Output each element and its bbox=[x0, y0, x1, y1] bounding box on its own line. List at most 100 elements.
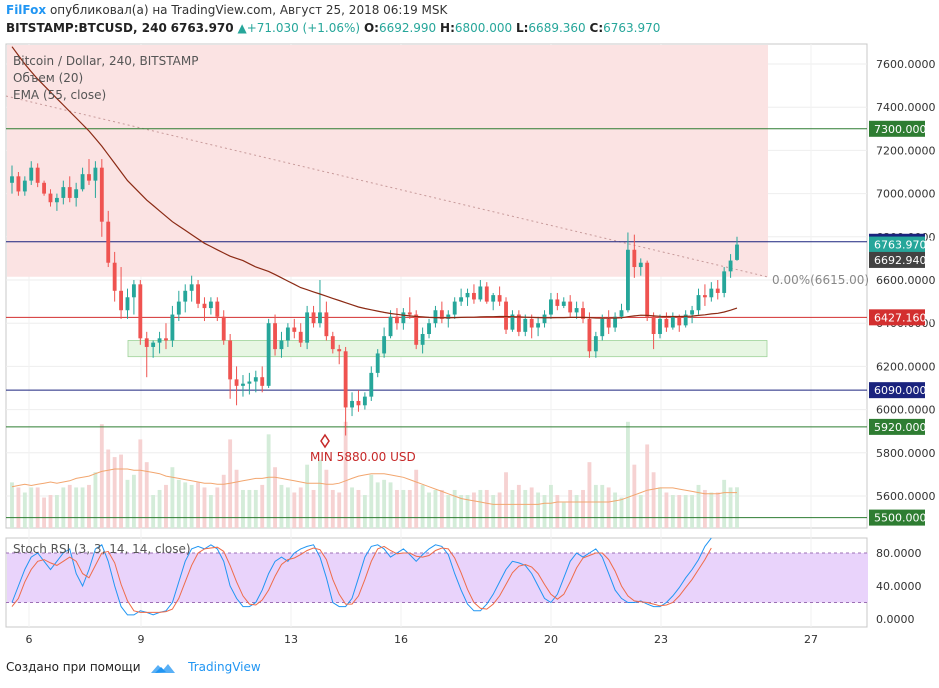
candle-body bbox=[54, 197, 59, 203]
candle-body bbox=[491, 295, 496, 302]
volume-bar bbox=[35, 487, 40, 528]
volume-bar bbox=[574, 495, 579, 528]
volume-bar bbox=[74, 487, 79, 528]
candle-body bbox=[478, 286, 483, 300]
stoch-band bbox=[7, 553, 868, 603]
volume-bar bbox=[356, 489, 361, 528]
candle-body bbox=[593, 336, 598, 352]
volume-bar bbox=[131, 474, 136, 528]
candle-body bbox=[253, 377, 258, 382]
candle-body bbox=[16, 176, 21, 192]
candle-body bbox=[285, 327, 290, 341]
candle-body bbox=[74, 189, 79, 198]
ohlc-high: H:6800.000 bbox=[440, 21, 513, 35]
candle-body bbox=[632, 249, 637, 268]
candle-body bbox=[125, 297, 130, 311]
legend-stoch: Stoch RSI (3, 3, 14, 14, close) bbox=[13, 542, 191, 556]
candle-body bbox=[176, 301, 181, 315]
footer: Создано при помощи TradingView bbox=[6, 660, 261, 675]
publisher-name[interactable]: FilFox bbox=[6, 3, 47, 17]
price-tick-label: 6000.0000 bbox=[876, 404, 936, 417]
volume-bar bbox=[375, 482, 380, 528]
candle-body bbox=[343, 351, 348, 408]
legend-volume: Объем (20) bbox=[13, 71, 83, 85]
volume-bar bbox=[144, 462, 149, 528]
candle-body bbox=[549, 299, 553, 315]
volume-bar bbox=[189, 484, 194, 528]
volume-bar bbox=[318, 459, 322, 528]
stoch-tick-label: 40.0000 bbox=[876, 580, 922, 593]
volume-bar bbox=[561, 502, 566, 528]
candle-body bbox=[208, 301, 213, 309]
volume-bar bbox=[420, 484, 425, 528]
chart-canvas[interactable]: 7600.00007400.00007200.00007000.00006800… bbox=[0, 0, 939, 655]
candle-body bbox=[542, 314, 547, 324]
candle-body bbox=[536, 323, 541, 328]
stoch-tick-label: 0.0000 bbox=[876, 613, 915, 626]
tradingview-logo-icon bbox=[151, 663, 176, 673]
volume-bar bbox=[337, 492, 342, 528]
time-tick-label: 9 bbox=[138, 633, 145, 646]
volume-bar bbox=[61, 487, 66, 528]
volume-ma-line bbox=[11, 468, 737, 505]
volume-bar bbox=[645, 444, 650, 528]
candle-body bbox=[350, 400, 354, 408]
candle-body bbox=[337, 349, 342, 352]
volume-bar bbox=[151, 495, 156, 528]
volume-bar bbox=[626, 421, 630, 528]
volume-bar bbox=[260, 484, 265, 528]
volume-bar bbox=[279, 484, 284, 528]
candle-body bbox=[202, 303, 207, 309]
price-tick-label: 7600.0000 bbox=[876, 58, 936, 71]
volume-bar bbox=[427, 492, 431, 528]
volume-bar bbox=[343, 421, 348, 528]
volume-bar bbox=[555, 495, 560, 528]
candle-body bbox=[266, 323, 271, 386]
candle-body bbox=[164, 338, 168, 341]
volume-bar bbox=[439, 489, 444, 528]
volume-bar bbox=[298, 487, 303, 528]
volume-bar bbox=[587, 462, 592, 528]
candle-body bbox=[356, 400, 361, 406]
candle-body bbox=[626, 249, 630, 311]
candle-body bbox=[555, 299, 560, 306]
candle-body bbox=[388, 316, 393, 337]
candle-body bbox=[722, 271, 727, 293]
candle-body bbox=[106, 221, 111, 263]
volume-bar bbox=[497, 492, 502, 528]
volume-bar bbox=[529, 487, 534, 528]
stoch-tick-label: 80.0000 bbox=[876, 547, 922, 560]
volume-bar bbox=[106, 449, 111, 528]
min-price-label: MIN 5880.00 USD bbox=[310, 450, 416, 464]
candle-body bbox=[67, 187, 72, 198]
stoch-d-line bbox=[11, 545, 712, 613]
volume-bar bbox=[735, 487, 739, 528]
volume-bar bbox=[292, 492, 297, 528]
candle-body bbox=[189, 284, 194, 291]
volume-bar bbox=[523, 489, 528, 528]
price-tag-label: 6692.9400 bbox=[874, 254, 934, 267]
volume-bar bbox=[542, 495, 547, 528]
volume-bar bbox=[80, 487, 85, 528]
volume-bar bbox=[606, 487, 611, 528]
candle-body bbox=[613, 316, 618, 328]
candle-body bbox=[600, 318, 605, 337]
volume-bar bbox=[266, 434, 271, 528]
fib-trendline bbox=[5, 95, 768, 278]
tradingview-link[interactable]: TradingView bbox=[188, 660, 261, 674]
volume-bar bbox=[157, 489, 162, 528]
candle-body bbox=[196, 284, 200, 304]
candle-body bbox=[446, 314, 451, 319]
volume-bar bbox=[664, 492, 669, 528]
volume-bar bbox=[285, 487, 290, 528]
volume-bar bbox=[677, 495, 682, 528]
candle-body bbox=[311, 312, 316, 324]
volume-bar bbox=[119, 454, 123, 528]
volume-bar bbox=[516, 484, 521, 528]
volume-bar bbox=[247, 489, 252, 528]
volume-bar bbox=[452, 489, 457, 528]
volume-bar bbox=[581, 489, 585, 528]
candle-body bbox=[80, 174, 85, 190]
volume-bar bbox=[164, 484, 168, 528]
ema-55-line bbox=[11, 46, 738, 319]
